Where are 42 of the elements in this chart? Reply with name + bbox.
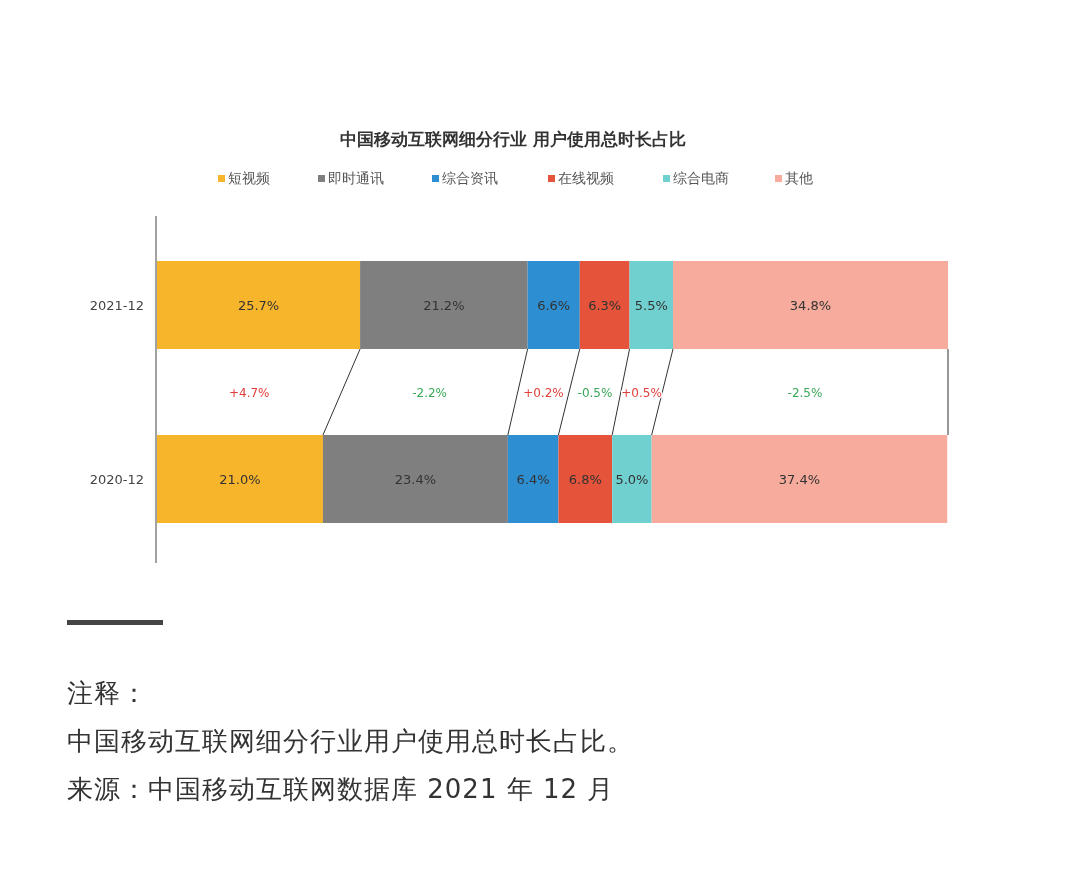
- data-label: 6.6%: [537, 298, 571, 313]
- bar: [673, 261, 948, 349]
- text: 注释：: [67, 678, 148, 708]
- data-label: 21.2%: [423, 298, 465, 313]
- data-label: 25.7%: [237, 298, 280, 313]
- data-label: 34.8%: [789, 298, 832, 313]
- bar: [651, 435, 948, 523]
- data-label: 5.0%: [615, 472, 649, 487]
- chart-title: 中国移动互联网细分行业 用户使用总时长占比: [340, 129, 686, 149]
- bar: [157, 435, 323, 523]
- y-tick-label: 2021-12: [89, 298, 144, 313]
- data-label: 6.8%: [568, 472, 602, 487]
- data-label: 21.0%: [219, 472, 261, 487]
- bar: [322, 435, 508, 523]
- legend-label: 综合资讯: [442, 170, 498, 186]
- bar: [612, 435, 652, 523]
- legend-label: 即时通讯: [328, 170, 384, 186]
- annotation: -2.2%: [412, 386, 448, 400]
- bar: [629, 261, 674, 349]
- annotation: +4.7%: [228, 386, 270, 400]
- bar: [157, 261, 361, 349]
- data-label: 6.3%: [588, 298, 622, 313]
- annotation: +0.5%: [621, 386, 662, 400]
- annotation: -2.5%: [787, 386, 823, 400]
- bar: [507, 435, 559, 523]
- data-label: 5.5%: [634, 298, 668, 313]
- bar: [579, 261, 630, 349]
- data-label: 37.4%: [778, 472, 821, 487]
- bar: [360, 261, 528, 349]
- data-label: 23.4%: [394, 472, 437, 487]
- source-note: 来源：中国移动互联网数据库 2021 年 12 月: [67, 774, 615, 804]
- data-label: 6.4%: [516, 472, 550, 487]
- annotation: -0.5%: [577, 386, 613, 400]
- y-tick-label: 2020-12: [89, 472, 144, 487]
- legend-label: 综合电商: [673, 170, 729, 186]
- legend-label: 短视频: [228, 170, 270, 186]
- legend-label: 其他: [785, 170, 813, 186]
- bar: [558, 435, 613, 523]
- annotation: +0.2%: [523, 386, 564, 400]
- bar: [527, 261, 580, 349]
- legend-label: 在线视频: [558, 170, 614, 186]
- text: 中国移动互联网细分行业用户使用总时长占比。: [67, 726, 634, 756]
